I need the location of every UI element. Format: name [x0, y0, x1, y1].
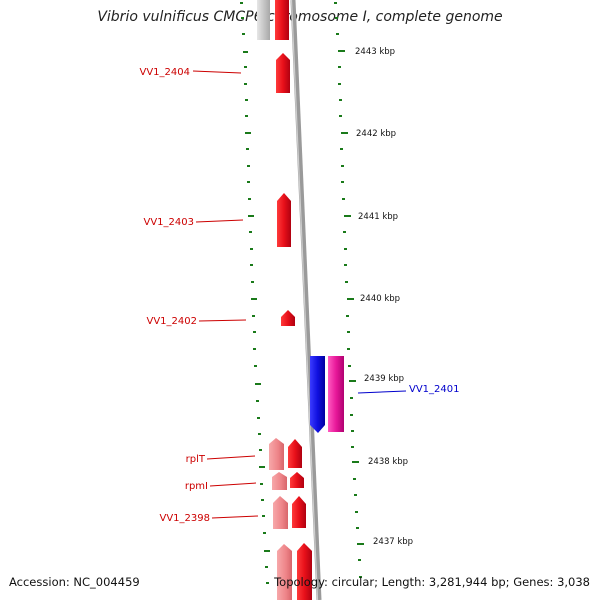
gene-arrow-vv1-2401[interactable] — [310, 356, 325, 433]
label-leaders — [192, 70, 259, 519]
gene-label-vv1-2401[interactable]: VV1_2401 — [409, 384, 460, 395]
kbp-label-2441: 2441 kbp — [358, 212, 398, 222]
kbp-label-2443: 2443 kbp — [355, 47, 395, 57]
gene-arrow-rplt-light[interactable] — [269, 438, 284, 470]
gene-label-vv1-2403[interactable]: VV1_2403 — [144, 217, 195, 228]
label-leader-vv1-2401 — [357, 390, 407, 394]
gene-label-vv1-2404[interactable]: VV1_2404 — [140, 67, 191, 78]
gene-feature[interactable] — [275, 0, 289, 40]
gene-arrow-vv1-2404[interactable] — [276, 53, 290, 93]
gene-feature-grey[interactable] — [257, 0, 270, 40]
gene-arrow-rpmi[interactable] — [290, 472, 304, 488]
kbp-label-2439: 2439 kbp — [364, 374, 404, 384]
kbp-label-2440: 2440 kbp — [360, 294, 400, 304]
right-tick-track — [334, 2, 364, 578]
gene-arrow-rplt[interactable] — [288, 439, 302, 468]
gene-label-vv1-2398[interactable]: VV1_2398 — [160, 513, 211, 524]
gene-label-rpmi[interactable]: rpmI — [185, 481, 208, 492]
kbp-label-2437: 2437 kbp — [373, 537, 413, 547]
kbp-label-2442: 2442 kbp — [356, 129, 396, 139]
gene-arrow-vv1-2398[interactable] — [292, 496, 306, 528]
accession-text: Accession: NC_004459 — [9, 575, 140, 589]
kbp-label-2438: 2438 kbp — [368, 457, 408, 467]
gene-label-rplt[interactable]: rplT — [186, 454, 206, 465]
gene-arrow-rpmi-light[interactable] — [272, 472, 287, 490]
gene-feature-bottom[interactable] — [297, 543, 312, 600]
gene-feature-bottom-light[interactable] — [277, 544, 292, 600]
map-title: Vibrio vulnificus CMCP6 chromosome I, co… — [97, 9, 503, 25]
rna-feature-vv1-2401[interactable] — [328, 356, 344, 432]
chromosome-backbone — [290, 0, 322, 600]
gene-arrow-vv1-2402[interactable] — [281, 310, 295, 326]
chromosome-backbone-highlight — [290, 0, 319, 600]
gene-arrow-vv1-2398-light[interactable] — [273, 496, 288, 529]
left-tick-track — [240, 2, 270, 584]
gene-arrow-vv1-2403[interactable] — [277, 193, 291, 247]
gene-label-vv1-2402[interactable]: VV1_2402 — [147, 316, 198, 327]
genome-summary-text: Topology: circular; Length: 3,281,944 bp… — [274, 575, 590, 589]
